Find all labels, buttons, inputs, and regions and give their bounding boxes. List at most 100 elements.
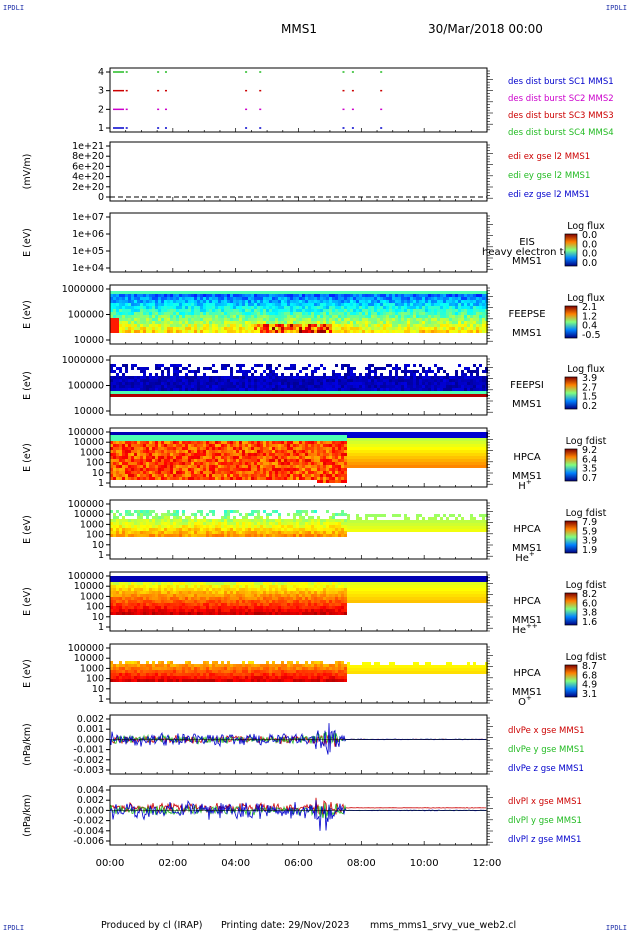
hpca_h-spectrogram-cell (206, 459, 209, 462)
hpca_h-spectrogram-cell (128, 441, 131, 444)
hpca_h-spectrogram-cell (341, 465, 344, 468)
feepse-spectrogram-cell (173, 291, 176, 294)
feepsi-spectrogram-cell (173, 388, 176, 391)
feepse-spectrogram-cell (149, 294, 152, 297)
hpca_h-spectrogram-cell (200, 465, 203, 468)
hpca_h-spectrogram-cell (248, 462, 251, 465)
hpca_h-spectrogram-cell (350, 453, 353, 456)
feepse-spectrogram-cell (248, 330, 251, 333)
hpca_h-spectrogram-cell (221, 453, 224, 456)
hpca_h-spectrogram-cell (413, 465, 416, 468)
feepse-spectrogram-cell (443, 321, 446, 324)
hpca_h-spectrogram-cell (248, 477, 251, 480)
feepse-spectrogram-cell (470, 318, 473, 321)
feepsi-spectrogram-cell (431, 391, 434, 394)
hpca_h-spectrogram-cell (296, 435, 299, 438)
hpca_h-spectrogram-cell (467, 441, 470, 444)
hpca_h-spectrogram-cell (116, 459, 119, 462)
feepse-spectrogram-cell (365, 318, 368, 321)
feepse-spectrogram-cell (437, 291, 440, 294)
feepsi-spectrogram-cell (479, 385, 482, 388)
hpca_h-spectrogram-cell (359, 453, 362, 456)
feepsi-spectrogram-cell (197, 367, 200, 370)
hpca_h-spectrogram-cell (323, 477, 326, 480)
hpca_h-spectrogram-cell (452, 465, 455, 468)
feepsi-spectrogram-cell (338, 379, 341, 382)
feepsi-spectrogram-cell (254, 364, 257, 367)
hpca_h-spectrogram-cell (197, 468, 200, 471)
feepsi-spectrogram-cell (176, 373, 179, 376)
feepsi-spectrogram-cell (137, 379, 140, 382)
feepse-spectrogram-cell (386, 291, 389, 294)
feepse-spectrogram-cell (152, 309, 155, 312)
feepse-spectrogram-cell (155, 312, 158, 315)
feepse-spectrogram-cell (320, 309, 323, 312)
feepsi-spectrogram-cell (476, 373, 479, 376)
feepse-spectrogram-cell (194, 315, 197, 318)
feepse-spectrogram-cell (122, 315, 125, 318)
hpca_h-spectrogram-cell (161, 456, 164, 459)
feepse-spectrogram-cell (131, 330, 134, 333)
hpca_h-spectrogram-cell (143, 468, 146, 471)
feepse-spectrogram-cell (416, 312, 419, 315)
hpca_h-spectrogram-cell (203, 444, 206, 447)
feepse-spectrogram-cell (161, 294, 164, 297)
feepsi-spectrogram-cell (374, 370, 377, 373)
feepse-spectrogram-cell (122, 300, 125, 303)
feepse-spectrogram-cell (320, 291, 323, 294)
feepse-spectrogram-cell (479, 315, 482, 318)
feepse-spectrogram-cell (386, 297, 389, 300)
feepse-spectrogram-cell (191, 318, 194, 321)
feepse-spectrogram-cell (290, 306, 293, 309)
feepse-spectrogram-cell (215, 303, 218, 306)
feepse-spectrogram-cell (284, 318, 287, 321)
feepse-spectrogram-cell (374, 324, 377, 327)
hpca_h-spectrogram-cell (218, 474, 221, 477)
hpca_h-spectrogram-cell (395, 450, 398, 453)
hpca_h-spectrogram-cell (374, 447, 377, 450)
hpca_h-spectrogram-cell (362, 432, 365, 435)
feepse-ytick-label: 10000 (74, 335, 104, 346)
feepsi-spectrogram-cell (347, 373, 350, 376)
feepse-spectrogram-cell (221, 312, 224, 315)
feepse-spectrogram-cell (305, 327, 308, 330)
feepse-spectrogram-cell (431, 321, 434, 324)
hpca_h-spectrogram-cell (227, 450, 230, 453)
feepsi-spectrogram-cell (443, 376, 446, 379)
hpca_h-spectrogram-cell (431, 447, 434, 450)
hpca_h-spectrogram-cell (215, 441, 218, 444)
feepse-spectrogram-cell (272, 306, 275, 309)
feepse-spectrogram-cell (368, 324, 371, 327)
hpca_h-spectrogram-cell (350, 447, 353, 450)
feepse-spectrogram-cell (272, 330, 275, 333)
feepse-spectrogram-cell (404, 297, 407, 300)
feepsi-spectrogram-cell (203, 379, 206, 382)
feepse-spectrogram-cell (461, 315, 464, 318)
feepse-spectrogram-cell (254, 309, 257, 312)
feepse-spectrogram-cell (368, 315, 371, 318)
feepse-spectrogram-cell (434, 303, 437, 306)
hpca_h-spectrogram-cell (152, 453, 155, 456)
hpca_h-spectrogram-cell (269, 438, 272, 441)
feepse-spectrogram-cell (413, 300, 416, 303)
feepse-spectrogram-cell (224, 330, 227, 333)
feepse-spectrogram-cell (179, 324, 182, 327)
feepse-spectrogram-cell (455, 330, 458, 333)
hpca_h-spectrogram-cell (305, 468, 308, 471)
feepsi-spectrogram-cell (203, 382, 206, 385)
hpca_h-spectrogram-cell (371, 456, 374, 459)
feepse-spectrogram-cell (302, 309, 305, 312)
hpca_h-spectrogram-cell (236, 432, 239, 435)
feepsi-spectrogram-cell (293, 388, 296, 391)
hpca_h-spectrogram-cell (152, 444, 155, 447)
hpca_h-spectrogram-cell (161, 459, 164, 462)
hpca_h-spectrogram-cell (395, 438, 398, 441)
feepsi-spectrogram-cell (398, 376, 401, 379)
feepsi-spectrogram-cell (242, 379, 245, 382)
hpca_h-spectrogram-cell (128, 432, 131, 435)
feepse-spectrogram-cell (479, 327, 482, 330)
feepsi-spectrogram-cell (212, 391, 215, 394)
feepsi-spectrogram-cell (401, 385, 404, 388)
feepsi-spectrogram-cell (128, 382, 131, 385)
feepsi-spectrogram-cell (284, 376, 287, 379)
